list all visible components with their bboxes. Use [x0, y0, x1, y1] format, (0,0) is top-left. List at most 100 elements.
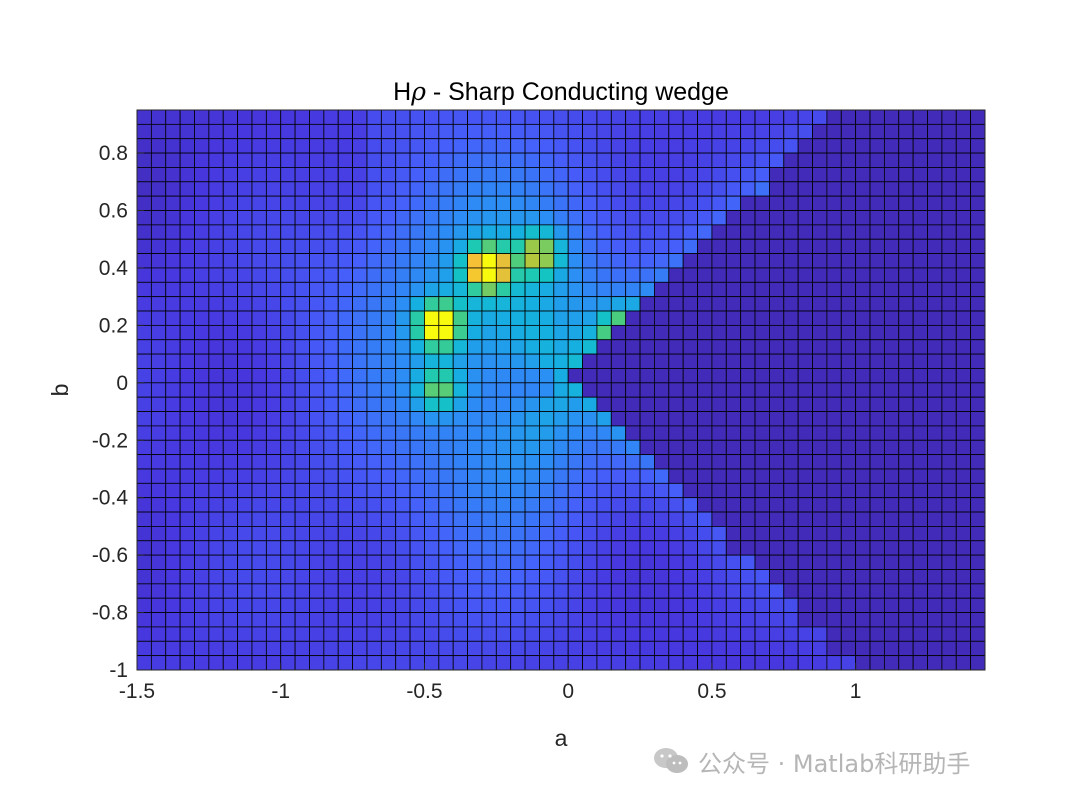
- heatmap-cell: [467, 482, 483, 499]
- heatmap-cell: [582, 281, 598, 298]
- heatmap-cell: [366, 439, 382, 456]
- heatmap-cell: [812, 597, 828, 613]
- heatmap-cell: [136, 109, 152, 125]
- heatmap-cell: [237, 167, 253, 183]
- heatmap-cell: [539, 569, 555, 585]
- heatmap-cell: [941, 253, 957, 269]
- heatmap-cell: [697, 612, 713, 628]
- heatmap-cell: [610, 253, 627, 269]
- heatmap-cell: [912, 526, 928, 542]
- heatmap-cell: [567, 267, 583, 283]
- heatmap-cell: [610, 353, 627, 369]
- heatmap-cell: [654, 152, 670, 168]
- heatmap-cell: [352, 382, 368, 398]
- heatmap-cell: [898, 454, 914, 470]
- heatmap-cell: [869, 511, 885, 527]
- heatmap-cell: [208, 324, 224, 341]
- heatmap-cell: [222, 425, 239, 441]
- heatmap-cell: [725, 411, 742, 427]
- heatmap-cell: [495, 310, 512, 326]
- heatmap-cell: [826, 597, 842, 613]
- heatmap-cell: [826, 569, 842, 585]
- heatmap-cell: [280, 411, 296, 427]
- heatmap-cell: [553, 497, 569, 513]
- heatmap-cell: [395, 655, 411, 671]
- heatmap-cell: [294, 497, 310, 513]
- heatmap-cell: [682, 583, 698, 599]
- heatmap-cell: [438, 425, 454, 441]
- heatmap-cell: [251, 267, 267, 283]
- heatmap-cell: [309, 382, 325, 398]
- heatmap-cell: [912, 468, 928, 484]
- heatmap-cell: [438, 281, 454, 298]
- heatmap-cell: [265, 368, 282, 384]
- heatmap-cell: [280, 138, 296, 154]
- heatmap-cell: [654, 238, 670, 254]
- heatmap-cell: [955, 511, 972, 527]
- heatmap-cell: [366, 597, 382, 613]
- heatmap-cell: [567, 281, 583, 298]
- heatmap-cell: [567, 597, 583, 613]
- heatmap-cell: [366, 281, 382, 298]
- heatmap-cell: [424, 109, 440, 125]
- heatmap-cell: [826, 626, 842, 642]
- heatmap-cell: [424, 511, 440, 527]
- heatmap-cell: [855, 368, 871, 384]
- heatmap-cell: [639, 339, 655, 355]
- heatmap-cell: [136, 167, 152, 183]
- heatmap-cell: [883, 210, 900, 226]
- heatmap-cell: [366, 626, 382, 642]
- heatmap-cell: [740, 181, 756, 197]
- heatmap-cell: [970, 382, 986, 398]
- heatmap-cell: [366, 526, 382, 542]
- heatmap-cell: [596, 411, 612, 427]
- heatmap-cell: [194, 612, 210, 628]
- heatmap-cell: [869, 296, 885, 312]
- heatmap-cell: [754, 267, 770, 283]
- heatmap-cell: [553, 612, 569, 628]
- heatmap-cell: [352, 554, 368, 570]
- heatmap-cell: [927, 655, 943, 671]
- heatmap-cell: [309, 396, 325, 412]
- heatmap-cell: [711, 382, 727, 398]
- heatmap-cell: [740, 411, 756, 427]
- heatmap-cell: [883, 296, 900, 312]
- heatmap-cell: [898, 583, 914, 599]
- heatmap-cell: [265, 569, 282, 585]
- heatmap-cell: [927, 281, 943, 298]
- heatmap-cell: [654, 597, 670, 613]
- heatmap-cell: [941, 138, 957, 154]
- heatmap-cell: [237, 253, 253, 269]
- heatmap-cell: [855, 439, 871, 456]
- heatmap-cell: [424, 612, 440, 628]
- heatmap-cell: [639, 382, 655, 398]
- heatmap-cell: [567, 583, 583, 599]
- heatmap-cell: [941, 626, 957, 642]
- heatmap-cell: [639, 123, 655, 140]
- heatmap-cell: [826, 210, 842, 226]
- heatmap-cell: [855, 411, 871, 427]
- heatmap-cell: [539, 353, 555, 369]
- heatmap-cell: [309, 554, 325, 570]
- heatmap-cell: [481, 482, 497, 499]
- heatmap-cell: [380, 238, 397, 254]
- heatmap-cell: [740, 497, 756, 513]
- heatmap-cell: [380, 526, 397, 542]
- heatmap-cell: [596, 152, 612, 168]
- heatmap-cell: [222, 181, 239, 197]
- heatmap-cell: [898, 296, 914, 312]
- heatmap-cell: [265, 655, 282, 671]
- heatmap-cell: [797, 597, 813, 613]
- heatmap-cell: [265, 439, 282, 456]
- heatmap-cell: [194, 296, 210, 312]
- heatmap-cell: [395, 167, 411, 183]
- heatmap-cell: [682, 554, 698, 570]
- heatmap-cell: [567, 655, 583, 671]
- heatmap-cell: [567, 554, 583, 570]
- heatmap-cell: [711, 468, 727, 484]
- heatmap-cell: [610, 554, 627, 570]
- heatmap-cell: [150, 640, 167, 657]
- heatmap-cell: [725, 439, 742, 456]
- heatmap-cell: [194, 597, 210, 613]
- heatmap-cell: [769, 123, 785, 140]
